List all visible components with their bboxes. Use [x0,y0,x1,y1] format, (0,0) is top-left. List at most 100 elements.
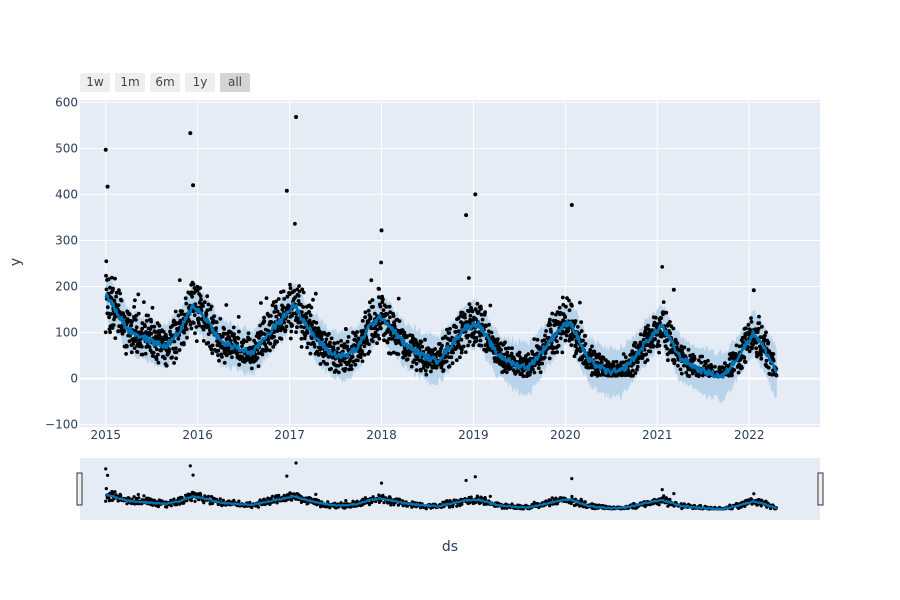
y-axis-label: y [8,258,24,266]
observation-point [495,337,500,341]
observation-point [368,315,373,319]
observation-point [122,315,127,319]
observation-point [633,341,638,345]
observation-point [504,370,509,375]
observation-point [108,330,112,335]
observation-point [555,350,560,355]
observation-point [588,348,593,352]
observation-point [288,282,292,287]
observation-point [161,330,166,334]
slider-outlier-point [188,464,192,468]
observation-point [349,367,354,371]
observation-point [201,304,205,308]
observation-point [270,303,275,308]
observation-point [375,327,380,332]
observation-point [353,333,358,338]
x-tick-label: 2016 [182,428,213,442]
observation-point [503,346,508,351]
y-axis-ticks: −100 0 100 200 300 400 500 600 [45,95,78,431]
slider-observation-point [570,494,574,499]
observation-point [462,312,467,317]
observation-point [294,330,298,334]
slider-observation-point [169,504,173,508]
observation-point [172,339,177,344]
observation-point [570,303,574,308]
observation-point [105,305,110,310]
observation-point [260,352,265,357]
observation-point [150,354,155,358]
observation-point [764,358,769,363]
observation-point [409,364,414,369]
observation-point [236,336,241,341]
observation-point [439,346,443,351]
range-button-1y[interactable]: 1y [185,73,215,92]
observation-point [575,347,580,352]
observation-point [405,357,410,362]
observation-point [303,333,308,338]
observation-point [380,300,385,304]
observation-point [177,348,182,352]
observation-point [191,282,196,287]
observation-point [644,352,649,357]
observation-point [532,337,537,341]
range-slider-left-handle[interactable] [76,472,83,506]
observation-point [208,307,213,312]
y-tick-label: 500 [55,141,78,155]
range-button-all[interactable]: all [220,73,250,92]
observation-point [450,361,455,366]
observation-point [174,346,178,351]
range-button-1w[interactable]: 1w [80,73,110,92]
observation-point [544,329,548,333]
observation-point [244,339,249,343]
range-button-1m[interactable]: 1m [115,73,145,92]
observation-point [484,324,488,329]
range-slider-right-handle[interactable] [817,472,824,506]
observation-point [635,364,640,369]
slider-observation-point [270,494,275,498]
observation-point [106,277,111,282]
outlier-point [191,183,196,188]
observation-point [296,299,301,303]
observation-point [454,358,459,363]
observation-point [231,325,236,330]
observation-point [216,348,221,353]
observation-point [558,336,563,341]
observation-point [176,313,181,318]
slider-outlier-point [473,475,477,479]
observation-point [110,275,114,280]
outlier-point [569,203,574,208]
slider-observation-point [202,501,206,505]
observation-point [363,315,367,320]
observation-point [174,350,179,354]
observation-point [136,292,141,297]
outlier-point [188,131,193,136]
outlier-point [671,287,676,292]
observation-point [378,304,383,309]
observation-point [757,314,761,319]
observation-point [297,284,301,288]
observation-point [232,332,236,337]
observation-point [575,325,580,329]
observation-point [198,294,203,298]
observation-point [371,339,375,344]
observation-point [201,339,206,343]
observation-point [335,340,340,345]
observation-point [754,346,758,351]
observation-point [572,354,577,359]
observation-point [467,276,471,280]
range-button-6m[interactable]: 6m [150,73,180,92]
observation-point [363,310,368,315]
observation-point [444,359,449,364]
slider-observation-point [156,505,160,509]
observation-point [540,361,545,366]
observation-point [543,350,548,355]
observation-point [445,342,450,346]
slider-observation-point [660,488,664,492]
observation-point [195,288,200,293]
observation-point [572,334,577,339]
observation-point [237,329,241,334]
observation-point [397,319,402,323]
observation-point [451,350,455,355]
observation-point [556,343,561,348]
observation-point [293,221,297,226]
